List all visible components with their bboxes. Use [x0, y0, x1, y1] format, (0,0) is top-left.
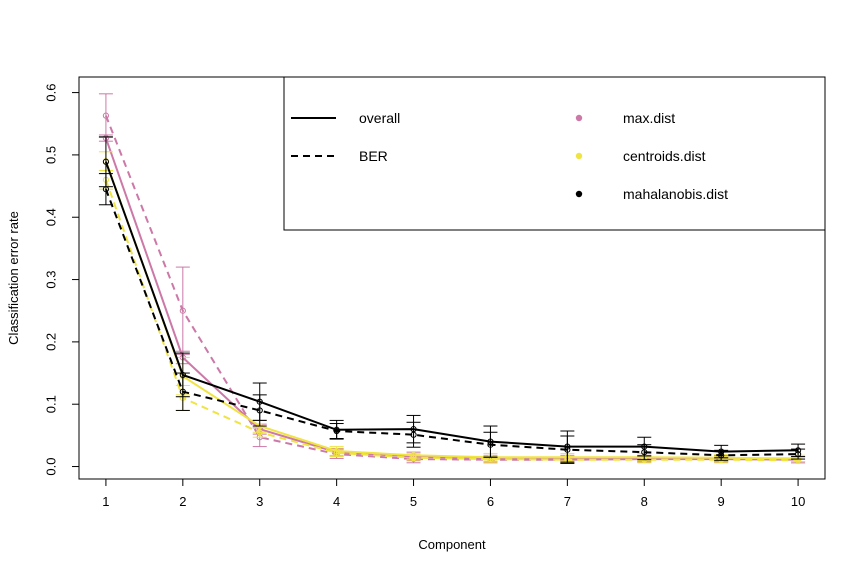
legend-centroids-dist-label: centroids.dist [623, 148, 706, 164]
data-point [256, 429, 263, 436]
legend-max-dist-label: max.dist [623, 110, 675, 126]
y-tick-label: 0.3 [43, 271, 58, 289]
series-line-mahalanobis-dist-overall [104, 161, 799, 453]
y-axis-title: Classification error rate [6, 211, 21, 345]
y-tick-label: 0.6 [43, 84, 58, 102]
data-point [718, 452, 725, 459]
series-mahalanobis-dist-ber [98, 173, 806, 464]
y-tick-label: 0.1 [43, 395, 58, 413]
y-tick-label: 0.5 [43, 146, 58, 164]
legend-ber-label: BER [359, 148, 388, 164]
data-point [487, 441, 494, 448]
legend-max-dist-dot [575, 114, 583, 122]
data-point [256, 407, 263, 414]
x-tick-label: 5 [410, 494, 417, 509]
x-tick-label: 10 [791, 494, 805, 509]
data-point [179, 388, 186, 395]
data-point [410, 431, 417, 438]
x-tick-label: 4 [333, 494, 340, 509]
y-tick-label: 0.0 [43, 457, 58, 475]
legend-overall-label: overall [359, 110, 400, 126]
plot-content [98, 93, 806, 464]
series-line-centroids-dist-ber [104, 179, 799, 462]
data-point [641, 449, 648, 456]
x-tick-label: 7 [564, 494, 571, 509]
x-tick-label: 3 [256, 494, 263, 509]
data-point [333, 427, 340, 435]
x-tick-label: 6 [487, 494, 494, 509]
x-axis-title: Component [418, 537, 486, 552]
data-point [179, 307, 186, 314]
legend-mahalanobis-dist-dot [575, 190, 583, 198]
legend-centroids-dist-dot [575, 152, 583, 160]
data-point [102, 112, 110, 119]
x-tick-label: 8 [641, 494, 648, 509]
data-point [410, 454, 417, 461]
y-axis: 0.0 0.1 0.2 0.3 0.4 0.5 0.6 [43, 84, 80, 476]
data-point [333, 449, 340, 456]
data-point [564, 446, 571, 453]
x-tick-label: 2 [179, 494, 186, 509]
data-point [102, 158, 110, 165]
x-axis: 1 2 3 4 5 6 7 8 9 10 [102, 478, 805, 509]
data-point [102, 186, 110, 193]
legend-box [283, 76, 826, 231]
y-tick-label: 0.2 [43, 333, 58, 351]
y-tick-label: 0.4 [43, 208, 58, 226]
legend-mahalanobis-dist-label: mahalanobis.dist [623, 186, 728, 202]
x-tick-label: 1 [102, 494, 109, 509]
legend: overall BER max.dist centroids.dist maha… [283, 76, 826, 231]
data-point [794, 450, 802, 458]
x-tick-label: 9 [718, 494, 725, 509]
series-line-mahalanobis-dist-ber [104, 188, 799, 457]
